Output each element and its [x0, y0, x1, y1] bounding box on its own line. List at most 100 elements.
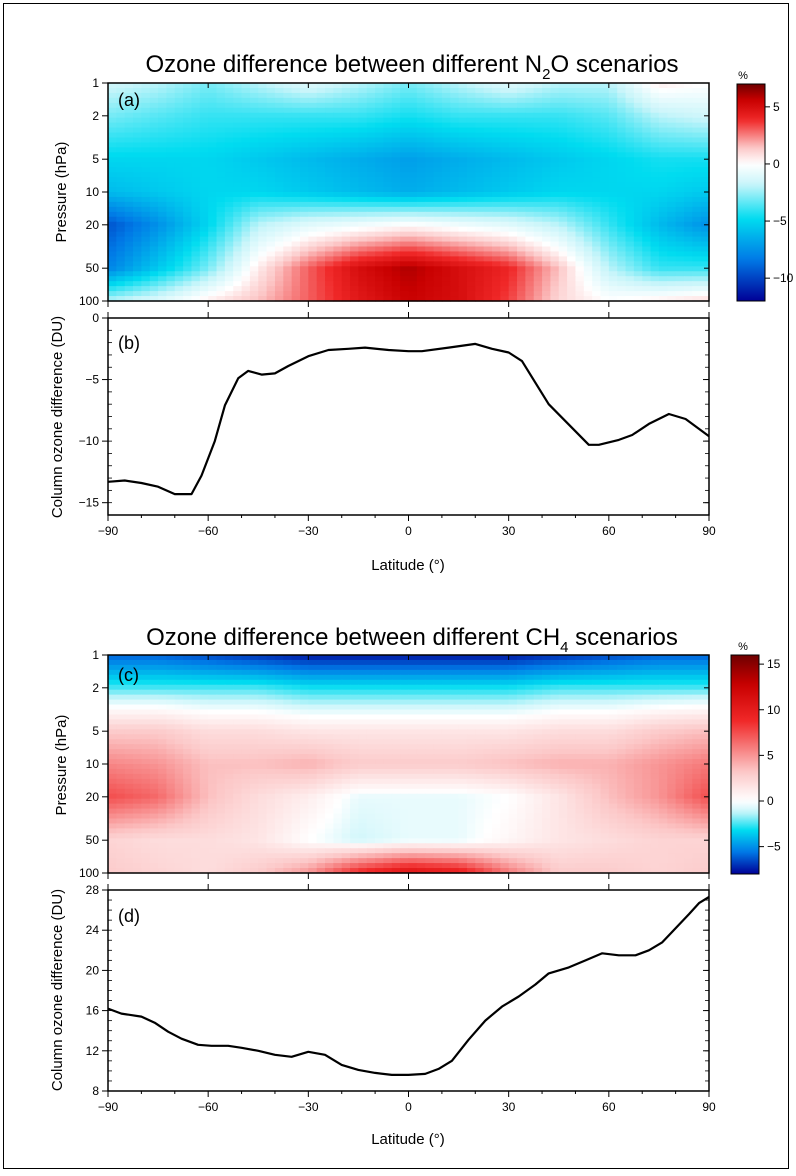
heatmap-cell	[108, 87, 117, 94]
heatmap-cell	[325, 142, 334, 148]
heatmap-cell	[441, 291, 451, 297]
heatmap-cell	[141, 157, 151, 163]
heatmap-cell	[391, 664, 401, 671]
heatmap-cell	[199, 172, 209, 178]
heatmap-cell	[592, 744, 602, 750]
heatmap-cell	[650, 684, 660, 691]
heatmap-cell	[542, 152, 552, 158]
heatmap-cell	[208, 211, 218, 218]
heatmap-cell	[575, 251, 585, 257]
heatmap-cell	[533, 689, 543, 696]
heatmap-cell	[166, 749, 176, 755]
heatmap-cell	[233, 266, 243, 272]
heatmap-cell	[600, 739, 610, 745]
heatmap-cell	[174, 251, 184, 257]
heatmap-cell	[525, 724, 535, 730]
heatmap-cell	[208, 167, 218, 173]
heatmap-cell	[366, 261, 376, 267]
heatmap-cell	[441, 236, 451, 243]
heatmap-cell	[108, 206, 117, 213]
title-n2o: Ozone difference between different N2O s…	[145, 51, 678, 83]
x-tick-label: 60	[602, 524, 616, 538]
heatmap-cell	[600, 92, 610, 99]
heatmap-cell	[274, 83, 284, 89]
heatmap-cell	[550, 251, 560, 257]
heatmap-cell	[350, 142, 360, 148]
heatmap-cell	[450, 182, 460, 188]
heatmap-cell	[608, 271, 618, 277]
heatmap-cell	[675, 216, 685, 223]
heatmap-cell	[350, 236, 360, 243]
heatmap-cell	[158, 206, 168, 213]
heatmap-cell	[683, 127, 693, 134]
heatmap-cell	[291, 764, 301, 770]
heatmap-cell	[208, 201, 218, 208]
heatmap-cell	[533, 187, 543, 193]
heatmap-cell	[224, 236, 234, 243]
heatmap-cell	[558, 729, 568, 735]
heatmap-cell	[350, 276, 360, 282]
heatmap-cell	[308, 659, 318, 666]
heatmap-cell	[491, 226, 501, 233]
heatmap-cell	[683, 177, 693, 183]
heatmap-cell	[291, 221, 301, 228]
heatmap-cell	[692, 122, 702, 129]
heatmap-cell	[141, 83, 151, 89]
heatmap-cell	[199, 226, 209, 233]
heatmap-cell	[575, 122, 585, 129]
heatmap-cell	[308, 664, 318, 671]
heatmap-cell	[116, 281, 126, 287]
heatmap-cell	[191, 196, 201, 203]
heatmap-cell	[358, 97, 368, 104]
heatmap-cell	[274, 655, 284, 661]
heatmap-cell	[133, 112, 142, 119]
heatmap-cell	[383, 271, 393, 277]
heatmap-cell	[441, 734, 451, 740]
heatmap-cell	[416, 256, 426, 262]
heatmap-cell	[450, 87, 460, 94]
heatmap-cell	[149, 246, 159, 253]
heatmap-cell	[592, 739, 602, 745]
heatmap-cell	[350, 216, 360, 223]
heatmap-cell	[149, 684, 159, 691]
heatmap-cell	[166, 296, 176, 302]
heatmap-cell	[700, 754, 710, 760]
heatmap-cell	[458, 669, 468, 676]
heatmap-cell	[567, 251, 577, 257]
heatmap-cell	[316, 196, 326, 203]
heatmap-cell	[458, 271, 468, 277]
heatmap-cell	[191, 87, 201, 94]
heatmap-cell	[216, 734, 226, 740]
heatmap-cell	[133, 87, 142, 94]
heatmap-cell	[633, 271, 643, 277]
heatmap-cell	[291, 759, 301, 765]
heatmap-cell	[299, 87, 309, 94]
heatmap-cell	[383, 206, 393, 213]
heatmap-cell	[116, 296, 126, 302]
heatmap-cell	[583, 177, 593, 183]
heatmap-cell	[316, 107, 326, 114]
heatmap-cell	[224, 655, 234, 661]
heatmap-cell	[608, 231, 618, 238]
heatmap-cell	[583, 749, 593, 755]
heatmap-cell	[375, 147, 385, 153]
heatmap-cell	[533, 102, 543, 109]
heatmap-cell	[408, 296, 418, 302]
heatmap-cell	[692, 206, 702, 213]
heatmap-cell	[450, 162, 460, 168]
heatmap-cell	[291, 102, 301, 109]
heatmap-cell	[133, 674, 142, 681]
heatmap-cell	[174, 122, 184, 129]
heatmap-cell	[450, 744, 460, 750]
heatmap-cell	[408, 117, 418, 124]
heatmap-cell	[308, 764, 318, 770]
heatmap-cell	[249, 236, 259, 243]
heatmap-cell	[475, 664, 485, 671]
heatmap-cell	[124, 221, 134, 228]
heatmap-cell	[233, 704, 243, 711]
heatmap-cell	[633, 201, 643, 208]
heatmap-cell	[391, 117, 401, 124]
heatmap-cell	[299, 664, 309, 671]
heatmap-cell	[350, 739, 360, 745]
heatmap-cell	[308, 709, 318, 716]
